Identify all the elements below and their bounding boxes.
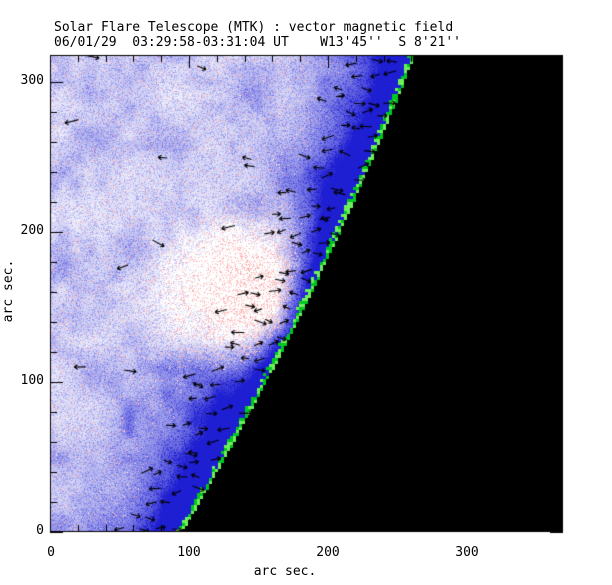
y-tick-label-200: 200	[20, 223, 44, 238]
x-tick-label-0: 0	[47, 545, 55, 560]
y-tick-label-300: 300	[20, 73, 44, 88]
x-axis-label: arc sec.	[253, 564, 317, 579]
y-tick-label-100: 100	[20, 373, 44, 388]
y-tick-label-0: 0	[36, 523, 44, 538]
x-tick-label-100: 100	[177, 545, 201, 560]
chart-title: Solar Flare Telescope (MTK) : vector mag…	[54, 20, 454, 35]
x-tick-label-300: 300	[455, 545, 479, 560]
chart-subtitle: 06/01/29 03:29:58-03:31:04 UT W13'45'' S…	[54, 35, 461, 50]
y-axis-label: arc sec.	[1, 259, 16, 323]
x-tick-label-200: 200	[316, 545, 340, 560]
